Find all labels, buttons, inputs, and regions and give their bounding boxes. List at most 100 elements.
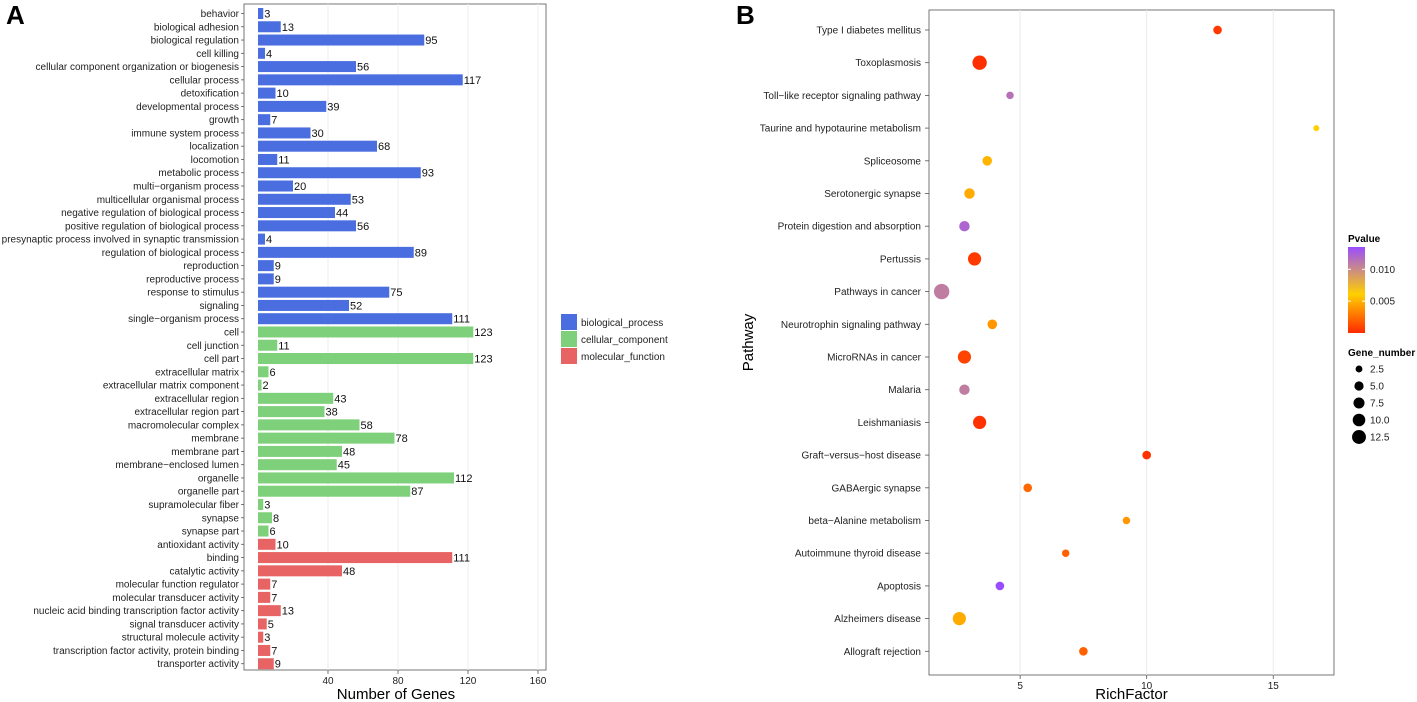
bar-organelle-part (258, 485, 411, 497)
y-tick-label-detoxification: detoxification (181, 89, 239, 100)
bar-cell (258, 326, 474, 338)
bar-value-label: 11 (278, 340, 289, 352)
y-tick-label-locomotion: locomotion (191, 155, 239, 166)
point-neurotrophin-signaling-pathway (987, 319, 998, 330)
pvalue-legend-title: Pvalue (1348, 234, 1381, 245)
y-tick-label-molecular-function-regulator: molecular function regulator (116, 580, 240, 591)
bar-reproductive-process (258, 273, 274, 285)
bar-value-label: 20 (294, 181, 306, 193)
bar-cell-part (258, 353, 474, 365)
y-tick-label-synapse-part: synapse part (182, 527, 239, 538)
bar-multicellular-organismal-process (258, 193, 351, 205)
y-tick-label-pertussis: Pertussis (880, 254, 921, 265)
bar-regulation-of-biological-process (258, 246, 414, 258)
y-tick-label-antioxidant-activity: antioxidant activity (157, 540, 239, 551)
point-alzheimers-disease (952, 612, 966, 626)
legend-label-molecular-function: molecular_function (581, 352, 665, 363)
size-legend-label: 5.0 (1370, 382, 1384, 393)
x-tick-label-5: 5 (1017, 681, 1023, 692)
y-tick-label-signal-transducer-activity: signal transducer activity (130, 619, 240, 630)
bar-detoxification (258, 87, 276, 99)
bar-biological-regulation (258, 34, 425, 46)
size-legend-label: 7.5 (1370, 399, 1384, 410)
size-legend-dot (1352, 430, 1366, 444)
bar-transporter-activity (258, 658, 274, 670)
y-tick-label-nucleic-acid-binding-transcription-factor-activity: nucleic acid binding transcription facto… (33, 606, 239, 617)
y-tick-label-pathways-in-cancer: Pathways in cancer (834, 287, 921, 298)
bar-multi-organism-process (258, 180, 293, 192)
y-tick-label-serotonergic-synapse: Serotonergic synapse (824, 189, 921, 200)
y-tick-label-synapse: synapse (202, 513, 240, 524)
bar-value-label: 56 (357, 62, 369, 74)
y-tick-label-extracellular-region: extracellular region (155, 394, 240, 405)
point-autoimmune-thyroid-disease (1061, 549, 1070, 557)
bar-localization (258, 140, 377, 152)
y-tick-label-immune-system-process: immune system process (131, 128, 239, 139)
bar-value-label: 3 (264, 499, 270, 511)
y-tick-label-catalytic-activity: catalytic activity (170, 566, 239, 577)
bar-chart-go: behavior 3 biological adhesion 13 biological… (2, 3, 668, 702)
bar-value-label: 123 (474, 327, 492, 339)
bar-synapse-part (258, 525, 269, 537)
size-legend-dot (1355, 365, 1363, 373)
y-tick-label-membrane: membrane (191, 434, 239, 445)
bar-value-label: 112 (455, 473, 473, 485)
y-tick-label-structural-molecule-activity: structural molecule activity (122, 633, 239, 644)
bar-value-label: 87 (411, 486, 423, 498)
y-tick-label-extracellular-matrix-component: extracellular matrix component (103, 381, 239, 392)
y-tick-label-transporter-activity: transporter activity (157, 659, 239, 670)
bar-molecular-function-regulator (258, 578, 271, 590)
point-toxoplasmosis (972, 55, 987, 70)
bar-value-label: 4 (266, 48, 272, 60)
y-tick-label-type-i-diabetes-mellitus: Type I diabetes mellitus (817, 26, 922, 37)
bar-signal-transducer-activity (258, 618, 267, 630)
bar-value-label: 7 (271, 579, 277, 591)
point-pertussis (967, 252, 982, 266)
colorbar-tick-label: 0.010 (1370, 265, 1395, 276)
plot-frame (928, 9, 1335, 676)
x-tick-label-80: 80 (392, 676, 404, 687)
bar-value-label: 7 (271, 115, 277, 127)
y-tick-label-growth: growth (209, 115, 239, 126)
bar-positive-regulation-of-biological-process (258, 220, 356, 232)
point-pathways-in-cancer (933, 283, 950, 300)
bar-value-label: 95 (425, 35, 437, 47)
size-legend-dot (1352, 413, 1366, 427)
bar-value-label: 30 (312, 128, 324, 140)
bar-value-label: 43 (334, 393, 346, 405)
point-type-i-diabetes-mellitus (1213, 25, 1222, 35)
panel-label-a: A (6, 0, 25, 30)
bar-value-label: 53 (352, 194, 364, 206)
y-axis-title: Pathway (740, 313, 757, 371)
y-tick-label-extracellular-matrix: extracellular matrix (155, 367, 239, 378)
bar-value-label: 93 (422, 168, 434, 180)
bar-value-label: 48 (343, 446, 355, 458)
bar-value-label: 9 (275, 659, 281, 671)
y-tick-label-gabaergic-synapse: GABAergic synapse (832, 483, 922, 494)
bar-value-label: 44 (336, 208, 348, 220)
bar-response-to-stimulus (258, 286, 390, 298)
point-beta-alanine-metabolism (1122, 516, 1131, 525)
y-tick-label-cell: cell (224, 327, 239, 338)
bar-value-label: 39 (327, 101, 339, 113)
y-tick-label-spliceosome: Spliceosome (864, 156, 922, 167)
bar-structural-molecule-activity (258, 631, 264, 643)
colorbar-tick-label: 0.005 (1370, 297, 1395, 308)
bar-value-label: 48 (343, 566, 355, 578)
y-tick-label-transcription-factor-activity-protein-binding: transcription factor activity, protein b… (53, 646, 239, 657)
legend-label-biological-process: biological_process (581, 318, 663, 329)
x-tick-label-160: 160 (530, 676, 547, 687)
bar-value-label: 13 (282, 606, 294, 618)
legend-label-cellular-component: cellular_component (581, 335, 668, 346)
y-tick-label-signaling: signaling (200, 301, 239, 312)
bar-value-label: 13 (282, 22, 294, 34)
x-tick-label-120: 120 (460, 676, 477, 687)
bar-value-label: 117 (464, 75, 482, 87)
y-tick-label-leishmaniasis: Leishmaniasis (858, 418, 921, 429)
bar-value-label: 10 (277, 88, 289, 100)
bar-extracellular-matrix (258, 366, 269, 378)
bar-value-label: 68 (378, 141, 390, 153)
point-serotonergic-synapse (964, 188, 975, 199)
y-tick-label-multicellular-organismal-process: multicellular organismal process (97, 195, 239, 206)
y-tick-label-behavior: behavior (201, 9, 240, 20)
